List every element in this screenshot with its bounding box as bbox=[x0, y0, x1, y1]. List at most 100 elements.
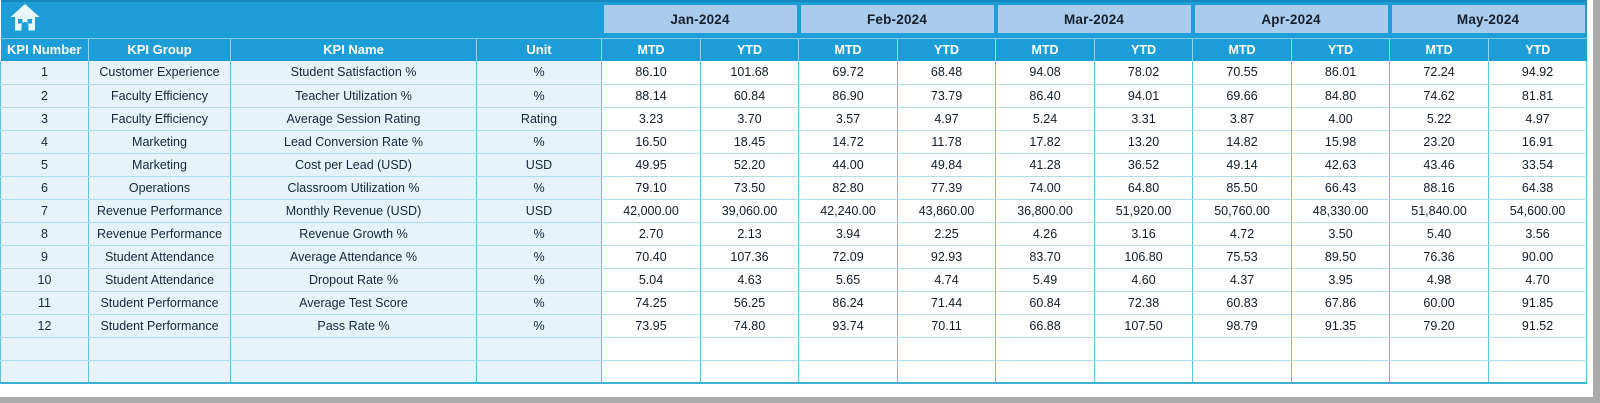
kpi-group-cell[interactable]: Marketing bbox=[88, 130, 231, 154]
value-cell[interactable]: 89.50 bbox=[1291, 245, 1391, 269]
value-cell[interactable] bbox=[700, 337, 800, 361]
value-cell[interactable] bbox=[1094, 360, 1194, 384]
kpi-number-cell[interactable] bbox=[0, 337, 89, 361]
value-cell[interactable]: 60.83 bbox=[1192, 291, 1293, 315]
value-cell[interactable]: 79.20 bbox=[1389, 314, 1490, 338]
value-cell[interactable]: 36.52 bbox=[1094, 153, 1194, 177]
value-cell[interactable]: 66.88 bbox=[995, 314, 1096, 338]
col-header-kpi-name[interactable]: KPI Name bbox=[230, 37, 477, 61]
value-cell[interactable]: 49.95 bbox=[601, 153, 701, 177]
value-cell[interactable]: 83.70 bbox=[995, 245, 1096, 269]
value-cell[interactable]: 14.82 bbox=[1192, 130, 1293, 154]
value-cell[interactable]: 70.55 bbox=[1192, 61, 1293, 85]
value-cell[interactable]: 39,060.00 bbox=[700, 199, 800, 223]
value-cell[interactable] bbox=[1094, 337, 1194, 361]
value-cell[interactable]: 85.50 bbox=[1192, 176, 1293, 200]
value-cell[interactable]: 3.87 bbox=[1192, 107, 1293, 131]
value-cell[interactable]: 72.24 bbox=[1389, 61, 1490, 85]
kpi-number-cell[interactable]: 1 bbox=[0, 61, 89, 85]
value-cell[interactable]: 69.72 bbox=[798, 61, 899, 85]
value-cell[interactable]: 5.65 bbox=[798, 268, 899, 292]
kpi-group-cell[interactable]: Student Performance bbox=[88, 291, 231, 315]
value-cell[interactable] bbox=[798, 360, 899, 384]
value-cell[interactable]: 91.52 bbox=[1488, 314, 1588, 338]
value-cell[interactable]: 42.63 bbox=[1291, 153, 1391, 177]
value-cell[interactable]: 82.80 bbox=[798, 176, 899, 200]
value-cell[interactable]: 72.38 bbox=[1094, 291, 1194, 315]
value-cell[interactable]: 75.53 bbox=[1192, 245, 1293, 269]
value-cell[interactable] bbox=[897, 360, 997, 384]
kpi-number-cell[interactable]: 4 bbox=[0, 130, 89, 154]
value-cell[interactable]: 60.84 bbox=[700, 84, 800, 108]
value-cell[interactable]: 16.50 bbox=[601, 130, 701, 154]
unit-cell[interactable] bbox=[476, 360, 602, 384]
value-cell[interactable]: 86.24 bbox=[798, 291, 899, 315]
value-cell[interactable]: 49.14 bbox=[1192, 153, 1293, 177]
kpi-group-cell[interactable]: Marketing bbox=[88, 153, 231, 177]
value-cell[interactable]: 98.79 bbox=[1192, 314, 1293, 338]
col-header-mtd[interactable]: MTD bbox=[1192, 37, 1292, 61]
value-cell[interactable]: 16.91 bbox=[1488, 130, 1588, 154]
month-header-jan[interactable]: Jan-2024 bbox=[601, 0, 799, 38]
value-cell[interactable]: 94.01 bbox=[1094, 84, 1194, 108]
kpi-group-cell[interactable]: Revenue Performance bbox=[88, 222, 231, 246]
value-cell[interactable] bbox=[700, 360, 800, 384]
kpi-name-cell[interactable]: Revenue Growth % bbox=[230, 222, 477, 246]
col-header-mtd[interactable]: MTD bbox=[601, 37, 701, 61]
value-cell[interactable]: 33.54 bbox=[1488, 153, 1588, 177]
unit-cell[interactable]: % bbox=[476, 222, 602, 246]
kpi-group-cell[interactable]: Faculty Efficiency bbox=[88, 84, 231, 108]
value-cell[interactable]: 41.28 bbox=[995, 153, 1096, 177]
month-header-apr[interactable]: Apr-2024 bbox=[1192, 0, 1390, 38]
kpi-name-cell[interactable]: Average Session Rating bbox=[230, 107, 477, 131]
kpi-name-cell[interactable]: Average Test Score bbox=[230, 291, 477, 315]
value-cell[interactable]: 42,000.00 bbox=[601, 199, 701, 223]
value-cell[interactable]: 36,800.00 bbox=[995, 199, 1096, 223]
value-cell[interactable]: 106.80 bbox=[1094, 245, 1194, 269]
unit-cell[interactable]: USD bbox=[476, 153, 602, 177]
value-cell[interactable]: 4.72 bbox=[1192, 222, 1293, 246]
kpi-name-cell[interactable] bbox=[230, 337, 477, 361]
value-cell[interactable]: 76.36 bbox=[1389, 245, 1490, 269]
value-cell[interactable]: 3.95 bbox=[1291, 268, 1391, 292]
kpi-name-cell[interactable]: Teacher Utilization % bbox=[230, 84, 477, 108]
col-header-mtd[interactable]: MTD bbox=[995, 37, 1095, 61]
value-cell[interactable]: 2.25 bbox=[897, 222, 997, 246]
value-cell[interactable]: 50,760.00 bbox=[1192, 199, 1293, 223]
value-cell[interactable]: 5.04 bbox=[601, 268, 701, 292]
value-cell[interactable]: 4.97 bbox=[1488, 107, 1588, 131]
kpi-name-cell[interactable]: Lead Conversion Rate % bbox=[230, 130, 477, 154]
value-cell[interactable]: 23.20 bbox=[1389, 130, 1490, 154]
value-cell[interactable] bbox=[1291, 337, 1391, 361]
value-cell[interactable]: 72.09 bbox=[798, 245, 899, 269]
col-header-mtd[interactable]: MTD bbox=[798, 37, 898, 61]
value-cell[interactable]: 79.10 bbox=[601, 176, 701, 200]
value-cell[interactable]: 68.48 bbox=[897, 61, 997, 85]
kpi-name-cell[interactable]: Dropout Rate % bbox=[230, 268, 477, 292]
col-header-mtd[interactable]: MTD bbox=[1389, 37, 1489, 61]
kpi-group-cell[interactable]: Student Attendance bbox=[88, 268, 231, 292]
value-cell[interactable]: 13.20 bbox=[1094, 130, 1194, 154]
unit-cell[interactable]: % bbox=[476, 291, 602, 315]
value-cell[interactable]: 91.85 bbox=[1488, 291, 1588, 315]
value-cell[interactable]: 73.95 bbox=[601, 314, 701, 338]
value-cell[interactable]: 93.74 bbox=[798, 314, 899, 338]
kpi-name-cell[interactable]: Monthly Revenue (USD) bbox=[230, 199, 477, 223]
value-cell[interactable]: 70.40 bbox=[601, 245, 701, 269]
value-cell[interactable]: 74.00 bbox=[995, 176, 1096, 200]
value-cell[interactable]: 42,240.00 bbox=[798, 199, 899, 223]
value-cell[interactable]: 5.49 bbox=[995, 268, 1096, 292]
value-cell[interactable]: 54,600.00 bbox=[1488, 199, 1588, 223]
unit-cell[interactable] bbox=[476, 337, 602, 361]
value-cell[interactable]: 3.23 bbox=[601, 107, 701, 131]
value-cell[interactable] bbox=[1389, 337, 1490, 361]
value-cell[interactable]: 92.93 bbox=[897, 245, 997, 269]
value-cell[interactable]: 66.43 bbox=[1291, 176, 1391, 200]
value-cell[interactable] bbox=[798, 337, 899, 361]
value-cell[interactable]: 49.84 bbox=[897, 153, 997, 177]
value-cell[interactable]: 74.25 bbox=[601, 291, 701, 315]
value-cell[interactable]: 64.80 bbox=[1094, 176, 1194, 200]
unit-cell[interactable]: % bbox=[476, 130, 602, 154]
unit-cell[interactable]: % bbox=[476, 268, 602, 292]
kpi-group-cell[interactable]: Customer Experience bbox=[88, 61, 231, 85]
